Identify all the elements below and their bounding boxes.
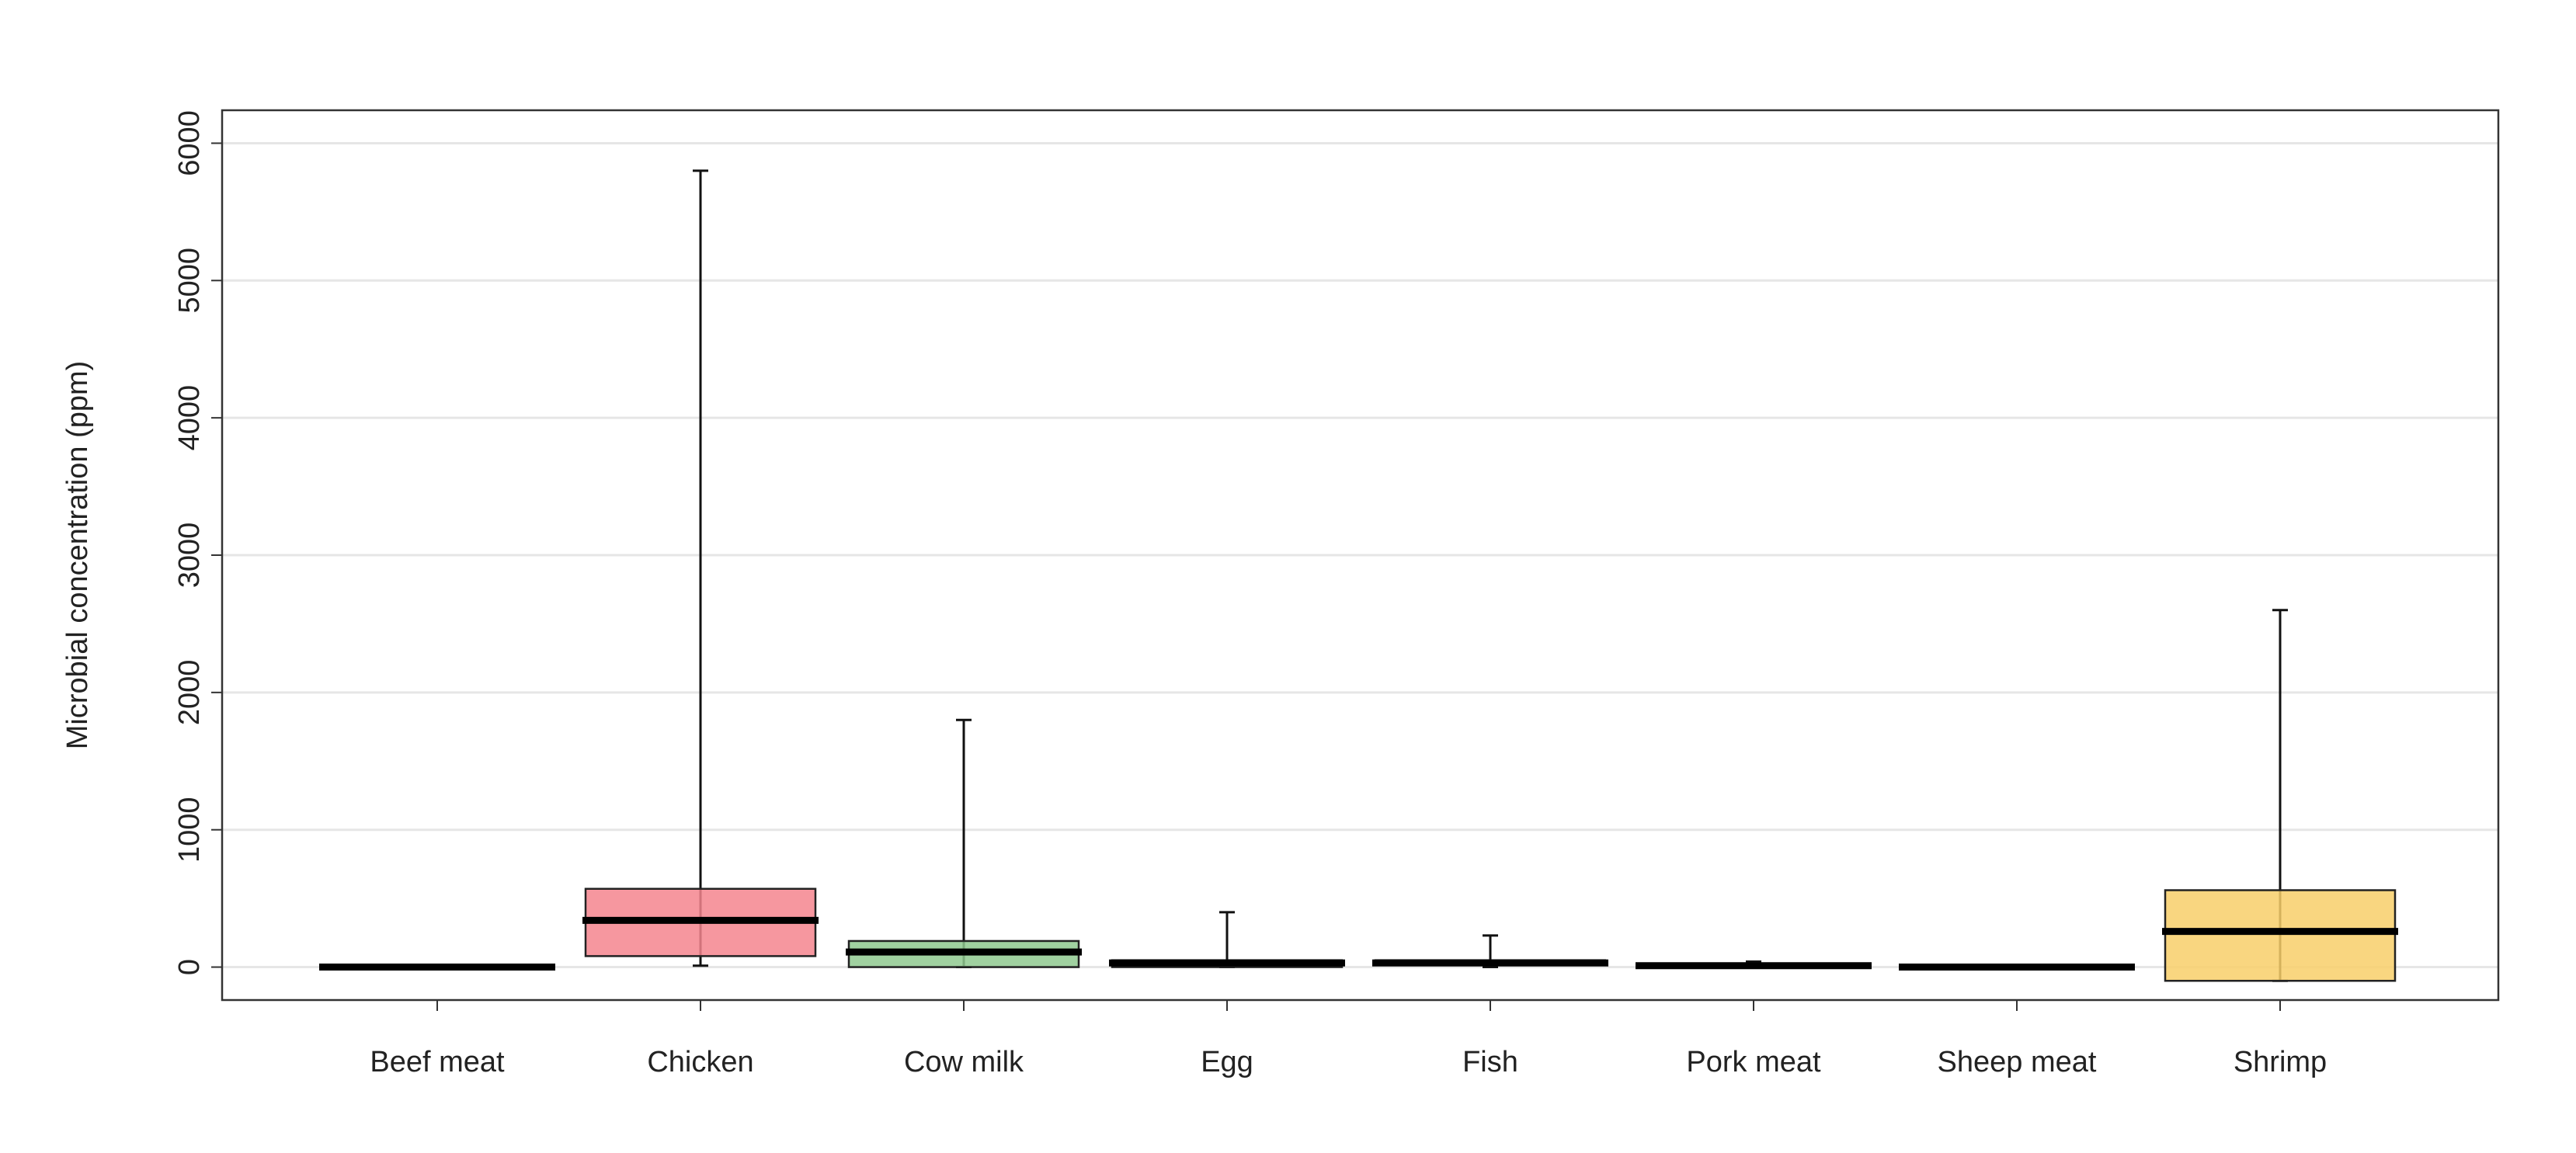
- y-tick-label: 1000: [173, 797, 206, 863]
- y-tick-label: 0: [173, 959, 206, 975]
- y-tick-label: 5000: [173, 248, 206, 314]
- x-tick-label: Fish: [1462, 1046, 1518, 1078]
- x-tick-label: Sheep meat: [1938, 1046, 2097, 1078]
- y-axis-label: Microbial concentration (ppm): [61, 361, 94, 750]
- box: [2164, 889, 2397, 982]
- x-tick-label: Egg: [1201, 1046, 1253, 1078]
- y-tick-label: 2000: [173, 660, 206, 726]
- x-tick-label: Chicken: [647, 1046, 753, 1078]
- x-tick-label: Beef meat: [370, 1046, 505, 1078]
- plot-frame: [221, 109, 2500, 1002]
- y-tick-label: 3000: [173, 523, 206, 589]
- x-tick-label: Cow milk: [904, 1046, 1024, 1078]
- y-tick-label: 6000: [173, 110, 206, 176]
- x-tick-label: Shrimp: [2234, 1046, 2327, 1078]
- y-tick-label: 4000: [173, 385, 206, 451]
- x-tick-label: Pork meat: [1686, 1046, 1821, 1078]
